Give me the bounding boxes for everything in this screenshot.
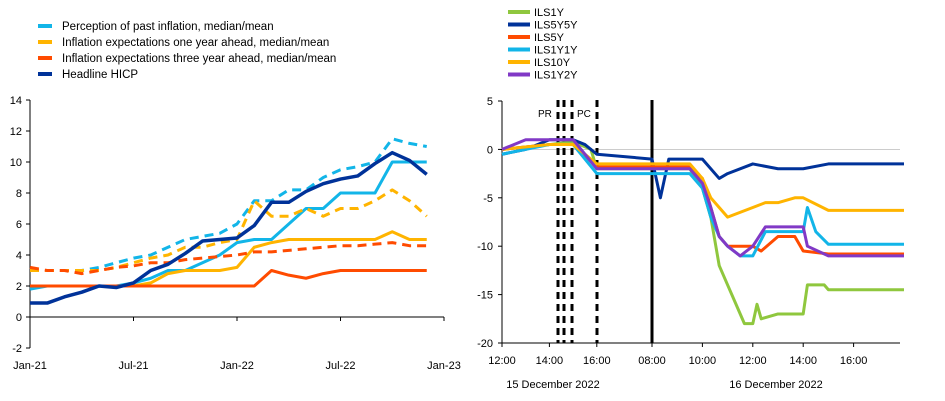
right-x-tick-label: 14:00: [789, 355, 817, 367]
left-series-line: [29, 241, 427, 276]
right-series-line: [501, 143, 904, 219]
right-annotation-pr: PR: [538, 109, 552, 120]
right-chart: 5 0 -5 -10 -15 -20 12:00 14:00 16:00 08:00 10:00 12…: [477, 7, 904, 391]
left-legend-label: Inflation expectations one year ahead, m…: [62, 37, 329, 49]
right-y-tick-label: -10: [477, 241, 493, 253]
right-legend-label: ILS5Y: [534, 32, 565, 44]
right-x-tick-label: 10:00: [689, 355, 717, 367]
right-legend-label: ILS1Y2Y: [534, 70, 578, 82]
left-y-tick-label: 2: [16, 281, 22, 293]
left-y-tick-label: -2: [12, 343, 22, 355]
right-legend-label: ILS5Y5Y: [534, 20, 578, 32]
left-legend-label: Inflation expectations three year ahead,…: [62, 53, 336, 65]
right-series-line: [501, 138, 904, 258]
right-y-tick-label: 0: [487, 144, 493, 156]
right-day-label: 16 December 2022: [729, 379, 823, 391]
right-x-tick-label: 16:00: [583, 355, 611, 367]
right-y-tick-label: 5: [487, 96, 493, 108]
left-chart: -2 0 2 4 6 8 10 12 14 Jan-21 Jul-21 Jan-22 Jul-22 Jan…: [10, 21, 461, 372]
left-series-line: [30, 137, 428, 272]
right-x-tick-label: 08:00: [638, 355, 666, 367]
left-x-tick-label: Jan-23: [427, 360, 461, 372]
left-legend-label: Perception of past inflation, median/mea…: [62, 21, 274, 33]
right-annotation-pc: PC: [577, 109, 591, 120]
right-day-label: 15 December 2022: [506, 379, 600, 391]
right-legend-label: ILS1Y: [534, 7, 565, 19]
left-x-tick-label: Jan-22: [220, 360, 254, 372]
right-y-tick-label: -15: [477, 290, 493, 302]
left-series-line: [30, 150, 428, 305]
left-legend-label: Headline HICP: [62, 69, 138, 81]
left-y-tick-label: 4: [16, 250, 22, 262]
right-x-tick-label: 12:00: [739, 355, 767, 367]
left-y-tick-label: 8: [16, 188, 22, 200]
left-y-tick-label: 10: [10, 157, 22, 169]
right-legend-label: ILS10Y: [534, 57, 571, 69]
right-y-tick-label: -20: [477, 338, 493, 350]
right-series-line: [501, 140, 904, 326]
left-y-tick-label: 14: [10, 95, 22, 107]
left-x-tick-label: Jan-21: [13, 360, 47, 372]
left-series-line: [30, 188, 428, 272]
right-y-tick-label: -5: [483, 193, 493, 205]
left-y-tick-label: 0: [16, 312, 22, 324]
left-x-tick-label: Jul-21: [119, 360, 149, 372]
right-legend-label: ILS1Y1Y: [534, 45, 578, 57]
left-x-tick-label: Jul-22: [326, 360, 356, 372]
left-y-tick-label: 12: [10, 126, 22, 138]
left-y-tick-label: 6: [16, 219, 22, 231]
right-x-tick-label: 14:00: [536, 355, 564, 367]
right-x-tick-label: 16:00: [840, 355, 868, 367]
right-x-tick-label: 12:00: [488, 355, 516, 367]
